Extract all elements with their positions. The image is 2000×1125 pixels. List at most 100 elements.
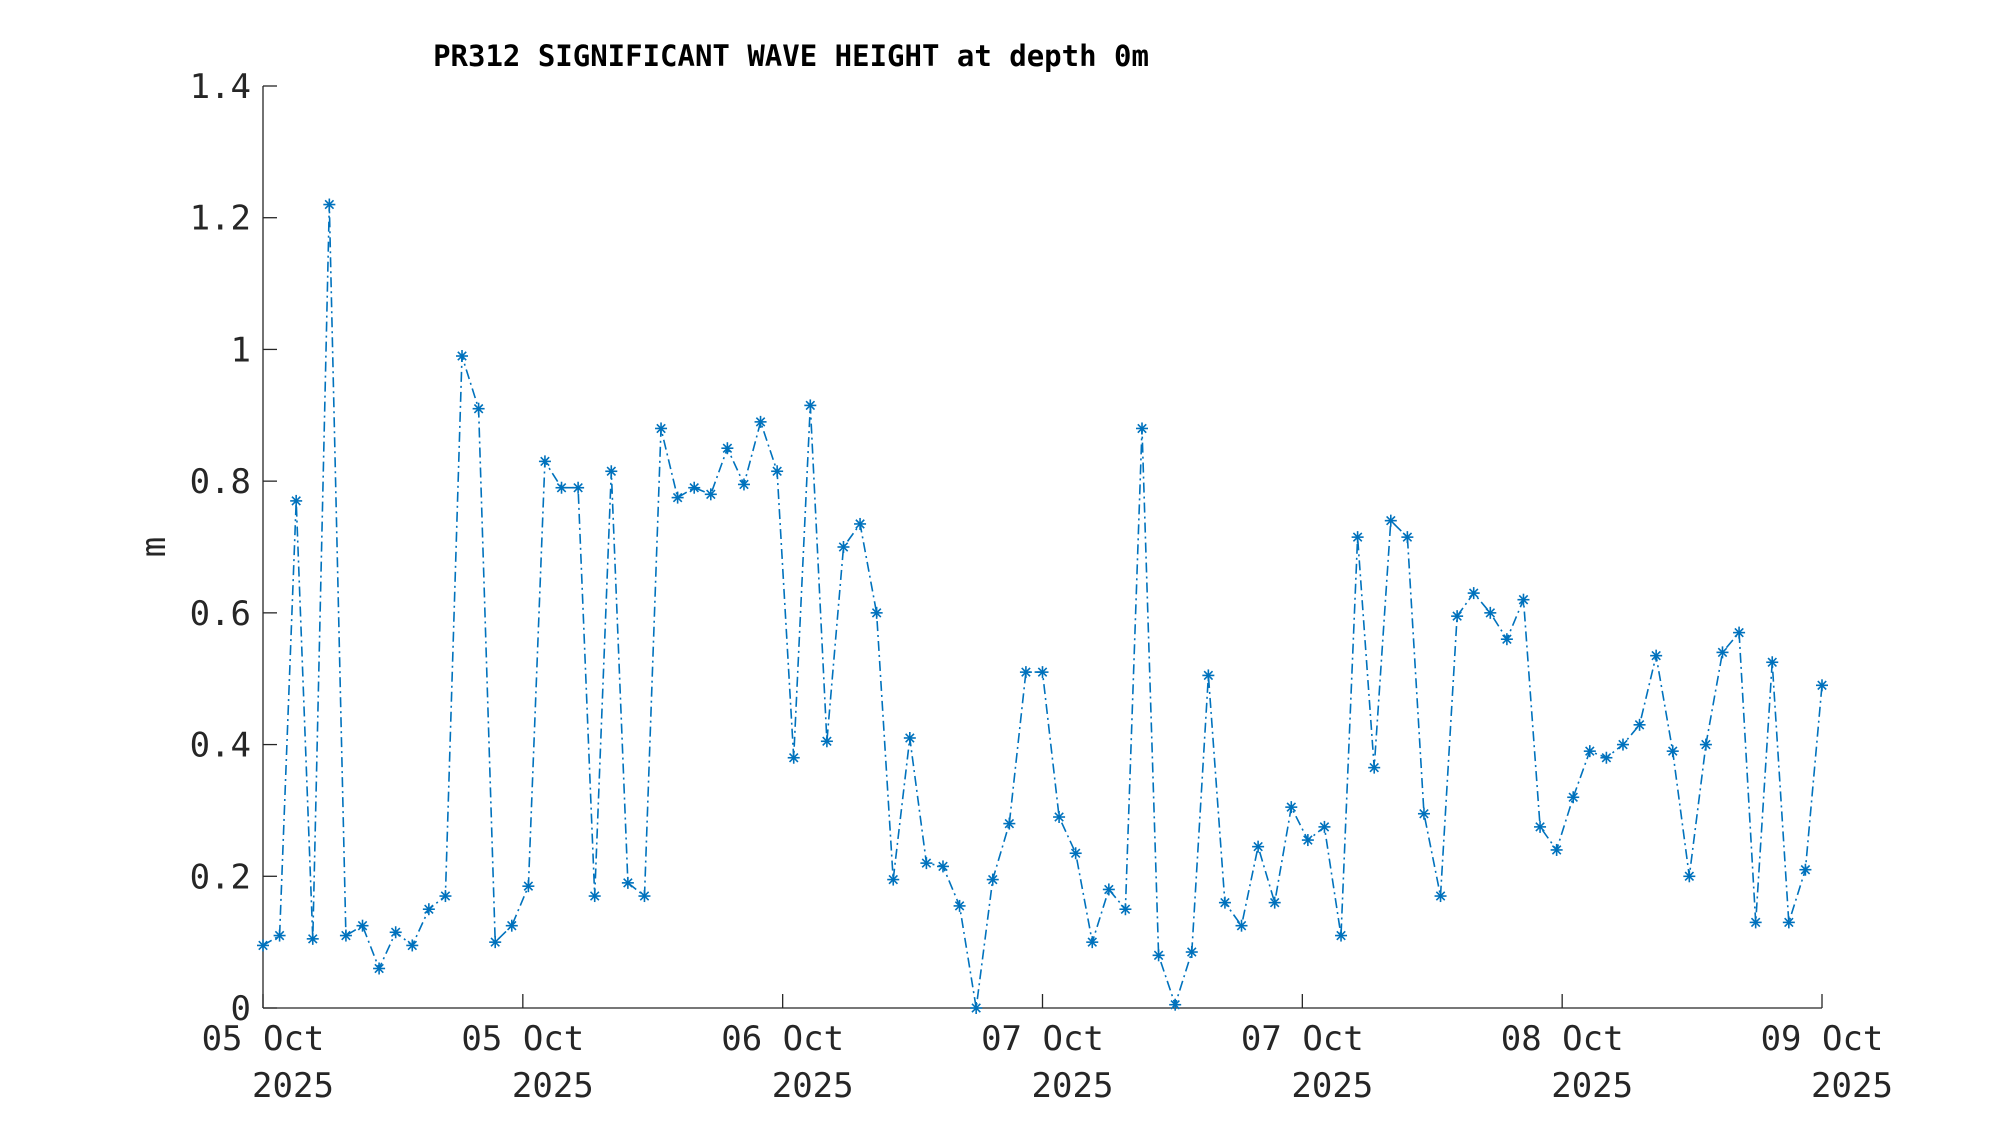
data-point-marker [1600,751,1613,764]
data-point-marker [771,465,784,478]
data-point-marker [1683,870,1696,883]
data-point-marker [588,890,601,903]
data-point-marker [505,919,518,932]
data-point-marker [1235,919,1248,932]
data-point-marker [572,481,585,494]
data-point-marker [605,465,618,478]
data-point-marker [970,1002,983,1014]
data-point-marker [986,873,999,886]
x-tick-label: 08 Oct [1501,1019,1624,1059]
x-tick-label-year: 2025 [772,1066,854,1106]
y-tick-label: 1 [231,330,251,370]
data-point-marker [1136,422,1149,435]
data-point-marker [787,751,800,764]
data-point-marker [655,422,668,435]
data-point-marker [1102,883,1115,896]
data-point-marker [456,350,469,363]
data-point-marker [1666,745,1679,758]
data-point-marker [1766,656,1779,669]
data-point-marker [1500,633,1513,646]
data-point-marker [1517,593,1530,606]
x-tick-label: 09 Oct [1761,1019,1884,1059]
data-point-marker [754,415,767,428]
data-point-marker [1036,666,1049,679]
data-point-marker [1169,998,1182,1011]
x-tick-label-year: 2025 [1291,1066,1373,1106]
data-point-marker [903,731,916,744]
data-point-marker [1633,718,1646,731]
y-tick-label: 0.2 [190,857,251,897]
data-point-marker [737,478,750,491]
x-tick-label-year: 2025 [252,1066,334,1106]
x-tick-label: 05 Oct [202,1019,325,1059]
data-point-marker [1019,666,1032,679]
data-point-marker [1003,817,1016,830]
y-tick-label: 0.6 [190,594,251,634]
data-point-marker [1567,791,1580,804]
data-point-marker [1053,811,1066,824]
y-tick-label: 1.2 [190,199,251,239]
data-point-marker [439,890,452,903]
data-point-marker [1318,820,1331,833]
data-point-marker [306,932,319,945]
series-line [262,204,1823,1009]
data-point-marker [1534,820,1547,833]
data-point-marker [422,903,435,916]
data-point-marker [339,929,352,942]
x-tick-label-year: 2025 [512,1066,594,1106]
data-point-marker [1434,890,1447,903]
data-point-marker [1351,531,1364,544]
x-axis-ticks: 05 Oct 2025 05 Oct 2025 06 Oct 2025 07 Oct 2025… [202,994,1893,1106]
plot-area [257,198,1828,1014]
y-tick-label: 1.4 [190,67,251,107]
data-point-marker [389,926,402,939]
data-point-marker [1583,745,1596,758]
data-point-marker [621,876,634,889]
y-tick-label: 0.4 [190,726,251,766]
data-point-marker [1285,801,1298,814]
data-point-marker [538,455,551,468]
data-point-marker [804,399,817,412]
data-point-marker [854,517,867,530]
x-tick-label: 07 Oct [981,1019,1104,1059]
data-point-marker [704,488,717,501]
data-point-marker [1816,679,1828,692]
data-point-marker [1401,531,1414,544]
data-point-marker [1119,903,1132,916]
data-point-marker [1384,514,1397,527]
y-axis-label: m [134,537,174,557]
data-point-marker [870,606,883,619]
data-point-marker [936,860,949,873]
data-point-marker [887,873,900,886]
data-point-marker [1733,626,1746,639]
x-tick-label-year: 2025 [1551,1066,1633,1106]
data-point-marker [671,491,684,504]
data-point-marker [406,939,419,952]
data-point-marker [1252,840,1265,853]
y-axis-ticks: 0 0.2 0.4 0.6 0.8 1 1.2 1.4 [190,67,277,1029]
x-tick-label-year: 2025 [1811,1066,1893,1106]
data-point-marker [688,481,701,494]
y-tick-label: 0.8 [190,462,251,502]
data-point-marker [1749,916,1762,929]
data-point-marker [953,899,966,912]
data-point-marker [920,857,933,870]
data-point-marker [837,541,850,553]
x-tick-label-year: 2025 [1032,1066,1114,1106]
data-point-marker [1650,649,1663,662]
data-point-marker [555,481,568,494]
x-tick-label: 07 Oct [1241,1019,1364,1059]
data-point-marker [356,919,369,932]
data-point-marker [638,890,651,903]
data-point-marker [472,402,485,415]
data-point-marker [1550,843,1563,856]
data-point-marker [1782,916,1795,929]
data-point-marker [522,880,535,893]
data-point-marker [290,494,303,507]
data-point-marker [1716,646,1729,659]
data-point-marker [1268,896,1281,909]
axes [262,86,1822,1009]
data-point-marker [1069,847,1082,860]
data-point-marker [1616,738,1629,751]
